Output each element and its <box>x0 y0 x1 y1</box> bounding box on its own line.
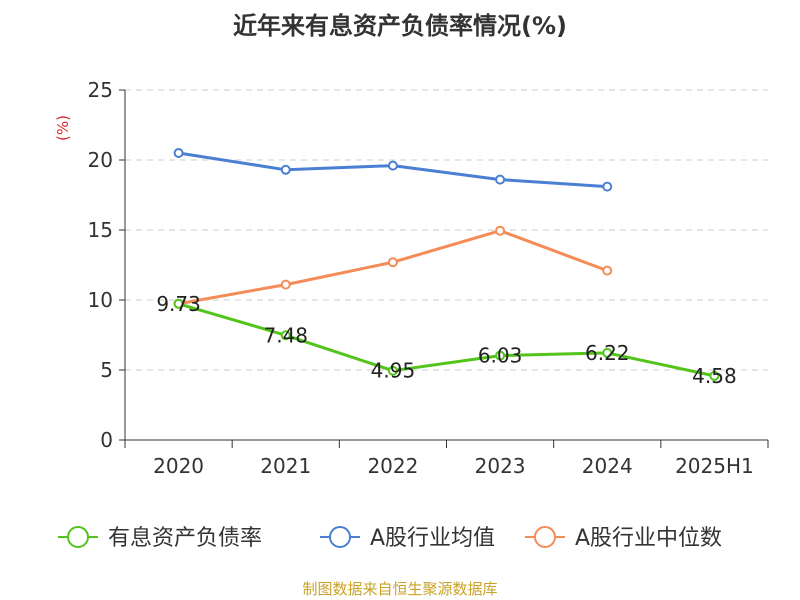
legend-marker <box>534 526 556 548</box>
data-point <box>495 350 506 361</box>
data-point <box>495 225 506 236</box>
data-point <box>280 330 291 341</box>
legend-label: A股行业中位数 <box>575 526 722 551</box>
y-tick-label: 20 <box>88 148 113 172</box>
source-footer: 制图数据来自恒生聚源数据库 <box>302 580 498 598</box>
data-point <box>709 370 720 381</box>
y-tick-label: 5 <box>100 358 113 382</box>
y-tick-label: 0 <box>100 428 113 452</box>
data-point <box>387 365 398 376</box>
data-point <box>280 164 291 175</box>
y-tick-label: 15 <box>88 218 113 242</box>
series-line <box>178 229 608 306</box>
x-tick-label: 2025H1 <box>675 454 754 478</box>
series-line <box>178 302 715 378</box>
legend-marker <box>329 526 351 548</box>
data-label: 4.58 <box>692 364 737 388</box>
data-point <box>602 181 613 192</box>
grid-lines <box>125 89 768 371</box>
data-point <box>173 298 184 309</box>
legend-label: 有息资产负债率 <box>108 526 262 551</box>
data-label: 7.48 <box>263 323 308 347</box>
axes: 0 5 10 15 20 25 (%) 2020 2021 2022 2023 2024 2025H1 <box>54 78 769 478</box>
x-tick-label: 2023 <box>475 454 526 478</box>
data-labels: 9.73 7.48 4.95 6.03 6.22 4.58 <box>156 292 736 388</box>
x-tick-label: 2020 <box>153 454 204 478</box>
x-tick-label: 2024 <box>582 454 633 478</box>
data-point <box>280 279 291 290</box>
y-axis-label: (%) <box>54 115 72 141</box>
data-point <box>173 148 184 158</box>
y-tick-label: 25 <box>88 78 113 102</box>
series-group <box>173 148 720 381</box>
data-point <box>387 160 398 171</box>
data-point <box>602 347 613 358</box>
x-tick-label: 2022 <box>367 454 418 478</box>
legend-marker <box>67 526 89 548</box>
data-label: 6.03 <box>478 344 523 368</box>
data-point <box>495 174 506 185</box>
data-point <box>602 265 613 276</box>
chart-title: 近年来有息资产负债率情况(%) <box>233 12 567 40</box>
data-label: 9.73 <box>156 292 201 316</box>
data-label: 4.95 <box>371 359 416 383</box>
data-label: 6.22 <box>585 341 630 365</box>
x-tick-label: 2021 <box>260 454 311 478</box>
legend-label: A股行业均值 <box>370 526 495 551</box>
y-tick-label: 10 <box>88 288 113 312</box>
data-point <box>387 257 398 268</box>
legend: 有息资产负债率 A股行业均值 A股行业中位数 <box>58 526 722 551</box>
